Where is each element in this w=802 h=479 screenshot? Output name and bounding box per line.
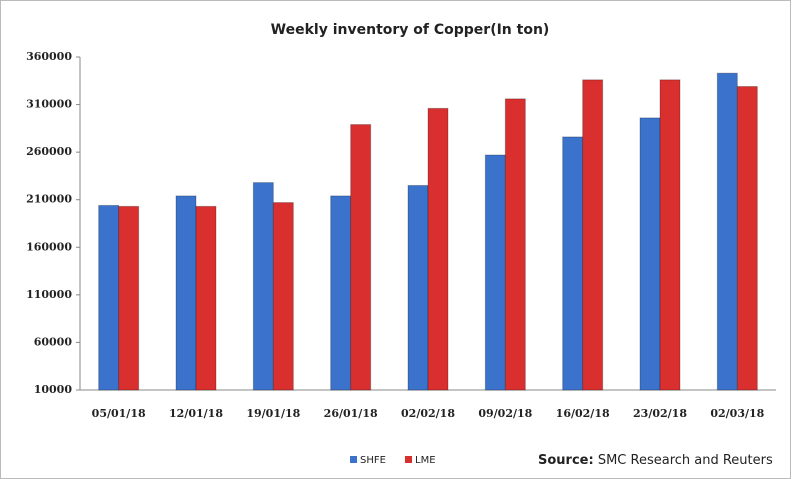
legend-label: SHFE <box>360 455 386 466</box>
x-tick-label: 02/03/18 <box>710 407 764 420</box>
source-text: SMC Research and Reuters <box>598 453 773 468</box>
source-label: Source: <box>538 453 594 468</box>
bar <box>582 79 604 391</box>
bar <box>118 205 140 391</box>
bar <box>659 79 681 391</box>
bar <box>504 98 526 391</box>
bar <box>330 195 352 391</box>
bar <box>195 205 217 391</box>
y-tick-label: 210000 <box>26 193 72 206</box>
y-tick-label: 10000 <box>34 383 73 396</box>
bar <box>98 204 120 391</box>
chart-title: Weekly inventory of Copper(In ton) <box>271 22 550 38</box>
y-tick-label: 310000 <box>26 98 72 111</box>
x-tick-label: 09/02/18 <box>478 407 532 420</box>
bar <box>562 136 584 391</box>
bar <box>639 117 661 391</box>
bar <box>350 124 372 391</box>
x-tick-label: 05/01/18 <box>92 407 146 420</box>
legend-swatch <box>405 456 412 463</box>
bar <box>407 184 429 391</box>
bar <box>272 202 294 391</box>
source: Source: SMC Research and Reuters <box>538 453 773 468</box>
x-tick-label: 19/01/18 <box>246 407 300 420</box>
y-tick-label: 60000 <box>34 335 73 348</box>
x-tick-label: 02/02/18 <box>401 407 455 420</box>
bar <box>427 107 449 391</box>
bar <box>716 72 738 391</box>
bar <box>252 182 274 391</box>
y-tick-label: 260000 <box>26 145 72 158</box>
y-tick-label: 160000 <box>26 240 72 253</box>
bar <box>175 195 197 391</box>
y-tick-label: 360000 <box>26 50 72 63</box>
x-tick-label: 26/01/18 <box>324 407 378 420</box>
x-tick-label: 16/02/18 <box>556 407 610 420</box>
legend-label: LME <box>415 455 436 466</box>
x-tick-label: 12/01/18 <box>169 407 223 420</box>
bar <box>484 154 506 391</box>
bar <box>736 85 758 391</box>
y-tick-label: 110000 <box>26 288 72 301</box>
legend-swatch <box>350 456 357 463</box>
x-tick-label: 23/02/18 <box>633 407 687 420</box>
